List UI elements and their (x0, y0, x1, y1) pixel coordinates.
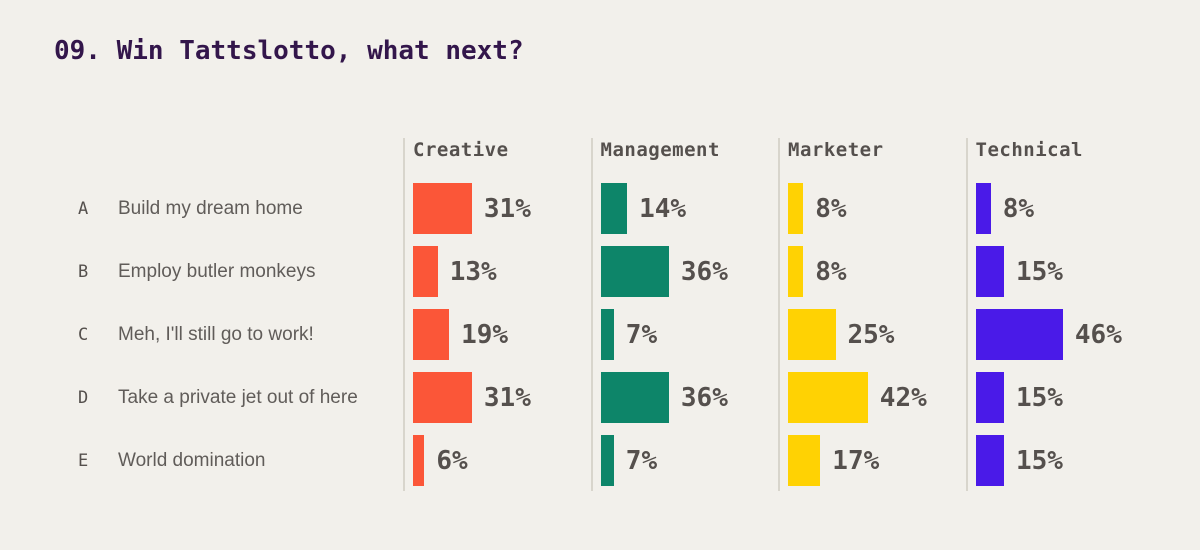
row-letter: C (78, 324, 89, 345)
bar-row: 36% (600, 240, 779, 303)
value-label: 15% (1016, 382, 1063, 413)
row-label-item: A Build my dream home (78, 177, 398, 240)
bar (975, 372, 1004, 423)
row-label: Employ butler monkeys (118, 260, 316, 282)
bar-row: 31% (413, 366, 591, 429)
bar (413, 183, 472, 234)
bar (788, 183, 804, 234)
column-group-technical: Technical 8% 15% 46% 15% 15% (965, 138, 1154, 492)
value-label: 17% (832, 445, 880, 476)
row-label: Build my dream home (118, 197, 303, 219)
row-letter: E (78, 450, 89, 471)
bar-row: 15% (975, 366, 1154, 429)
row-letter: D (78, 387, 89, 408)
bar (600, 246, 669, 297)
value-label: 8% (1002, 193, 1034, 224)
value-label: 14% (639, 193, 687, 224)
bar-row: 46% (975, 303, 1154, 366)
bar-row: 8% (975, 177, 1154, 240)
bar-row: 6% (413, 429, 591, 492)
bar-row: 7% (600, 303, 779, 366)
value-label: 25% (847, 319, 895, 350)
bar-row: 8% (788, 240, 966, 303)
column-header: Marketer (788, 139, 884, 161)
bar (975, 435, 1004, 486)
bar-row: 25% (788, 303, 966, 366)
bar (975, 183, 991, 234)
row-label: Take a private jet out of here (118, 386, 358, 408)
bar (413, 246, 438, 297)
value-label: 15% (1016, 256, 1063, 287)
row-label-item: B Employ butler monkeys (78, 240, 398, 303)
column-group-marketer: Marketer 8% 8% 25% 42% 17% (778, 138, 966, 491)
value-label: 6% (436, 445, 468, 476)
value-label: 36% (680, 256, 728, 287)
bar (788, 309, 836, 360)
value-label: 19% (461, 319, 509, 350)
column-header: Management (600, 139, 720, 161)
bar (788, 435, 821, 486)
bar-row: 15% (975, 429, 1154, 492)
bar-row: 13% (413, 240, 591, 303)
bar-row: 19% (413, 303, 591, 366)
row-label: Meh, I'll still go to work! (118, 323, 314, 345)
value-label: 7% (625, 319, 658, 350)
bar (600, 372, 669, 423)
bar (600, 309, 614, 360)
row-label-item: D Take a private jet out of here (78, 366, 398, 429)
bar (788, 372, 868, 423)
row-labels: A Build my dream home B Employ butler monke… (78, 177, 398, 492)
value-label: 31% (483, 382, 531, 413)
bar (413, 372, 472, 423)
column-header: Technical (975, 139, 1083, 161)
row-letter: A (78, 198, 89, 219)
row-label-item: E World domination (78, 429, 398, 492)
bar-row: 31% (413, 177, 591, 240)
column-group-management: Management 14% 36% 7% 36% 7% (590, 138, 779, 492)
bar (600, 435, 614, 486)
value-label: 8% (815, 193, 847, 224)
row-letter: B (78, 261, 89, 282)
value-label: 7% (625, 445, 658, 476)
chart-title: 09. Win Tattslotto, what next? (54, 36, 524, 66)
value-label: 46% (1074, 319, 1122, 350)
bar (788, 246, 804, 297)
bar (413, 309, 450, 360)
value-label: 36% (680, 382, 728, 413)
column-group-creative: Creative 31% 13% 19% 31% 6% (403, 138, 591, 491)
bar-row: 14% (600, 177, 779, 240)
bar (600, 183, 628, 234)
row-label: World domination (118, 449, 266, 471)
bar-row: 17% (788, 429, 966, 492)
bar-row: 7% (600, 429, 779, 492)
bar (975, 246, 1004, 297)
value-label: 15% (1016, 445, 1063, 476)
bar-row: 15% (975, 240, 1154, 303)
chart-columns: Creative 31% 13% 19% 31% 6% Management 14% 36% 7%… (403, 138, 1153, 491)
bar (413, 435, 425, 486)
value-label: 31% (483, 193, 531, 224)
bar-row: 36% (600, 366, 779, 429)
bar (975, 309, 1063, 360)
column-header: Creative (413, 139, 509, 161)
value-label: 8% (815, 256, 847, 287)
bar-row: 42% (788, 366, 966, 429)
bar-row: 8% (788, 177, 966, 240)
row-label-item: C Meh, I'll still go to work! (78, 303, 398, 366)
value-label: 42% (879, 382, 927, 413)
value-label: 13% (449, 256, 497, 287)
